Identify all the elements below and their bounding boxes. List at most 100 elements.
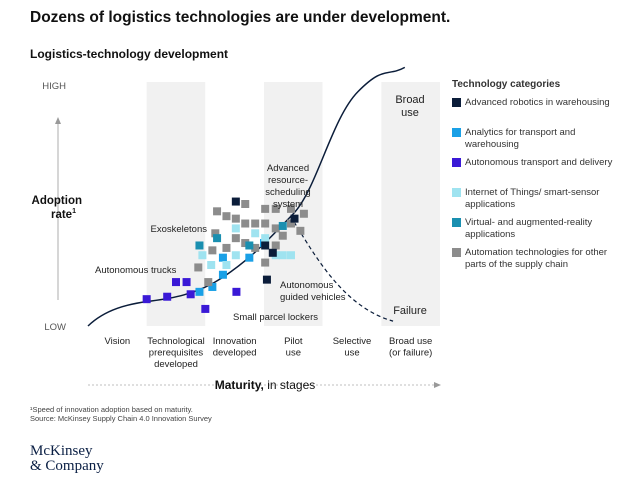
data-point-iot	[207, 261, 216, 269]
legend-label-vr: Virtual- and augmented-reality applicati…	[465, 217, 593, 240]
data-point-automation	[204, 278, 213, 287]
x-axis: Maturity, in stages	[88, 378, 441, 392]
data-point-robotics	[261, 241, 270, 250]
legend-swatch-robotics	[452, 98, 461, 107]
curve-label-broad-use-line-2: use	[401, 107, 419, 119]
stage-label-2-line-1: Technological	[147, 336, 205, 347]
data-point-robotics	[290, 214, 299, 223]
data-point-automation	[261, 204, 270, 213]
data-point-iot	[198, 251, 207, 260]
annotation-resource-scheduling-line-2: resource-	[268, 175, 308, 186]
annotation-autonomous-trucks: Autonomous trucks	[95, 265, 177, 276]
footnote-source: Source: McKinsey Supply Chain 4.0 Innova…	[30, 414, 212, 423]
y-tick-high: HIGH	[42, 81, 66, 92]
legend-label-autonomous: Autonomous transport and delivery	[465, 157, 613, 168]
data-point-analytics	[245, 253, 254, 262]
data-point-iot	[222, 261, 231, 269]
x-axis-stages: Vision Technologicalprerequisitesdevelope…	[104, 336, 432, 370]
data-point-iot	[251, 229, 260, 238]
chart-title: Logistics-technology development	[30, 47, 229, 61]
data-point-automation	[222, 243, 231, 252]
stage-band-1	[88, 82, 147, 326]
data-point-automation	[278, 231, 287, 240]
legend-label-automation: Automation technologies for other parts …	[465, 247, 608, 270]
data-point-automation	[271, 224, 280, 233]
data-point-analytics	[208, 282, 217, 291]
data-point-autonomous	[186, 290, 195, 299]
adoption-chart: HIGH LOW Adoption rate1 Exoskeletons Auto…	[32, 66, 441, 392]
logo-line-1: McKinsey	[30, 443, 93, 459]
stage-label-4-line-2: use	[286, 348, 301, 359]
data-point-iot	[231, 251, 240, 260]
legend-swatch-vr	[452, 218, 461, 227]
stage-label-6-line-1: Broad use	[389, 336, 432, 347]
data-point-automation	[241, 219, 250, 228]
data-point-automation	[211, 229, 220, 238]
y-tick-low: LOW	[44, 322, 66, 333]
data-point-automation	[261, 258, 270, 267]
stage-band-5	[322, 82, 382, 326]
data-point-autonomous	[232, 287, 241, 296]
data-point-automation	[231, 234, 240, 243]
data-point-iot	[231, 224, 240, 233]
legend-label-iot: Internet of Things/ smart-sensor applica…	[465, 187, 600, 210]
data-point-automation	[296, 226, 305, 235]
data-point-automation	[261, 219, 270, 228]
data-point-autonomous	[201, 304, 210, 313]
data-point-automation	[251, 219, 260, 228]
y-axis-arrow-head	[55, 117, 61, 124]
data-point-iot	[261, 234, 270, 243]
curve-label-broad-use-line-1: Broad	[395, 94, 424, 106]
data-point-autonomous	[163, 292, 172, 301]
data-point-automation	[271, 204, 280, 213]
data-point-automation	[286, 219, 295, 228]
footnote-note: ¹Speed of innovation adoption based on m…	[30, 405, 193, 414]
annotation-small-parcel-lockers: Small parcel lockers	[233, 312, 318, 323]
annotation-resource-scheduling-line-1: Advanced	[267, 163, 309, 174]
logo-line-2: & Company	[30, 458, 104, 474]
data-point-robotics	[231, 197, 240, 206]
y-axis: HIGH LOW Adoption rate1	[32, 81, 82, 333]
annotation-resource-scheduling-line-3: scheduling	[265, 187, 310, 198]
stage-label-3-line-2: developed	[213, 348, 257, 359]
stage-label-2-line-2: prerequisites	[149, 348, 204, 359]
data-point-vr	[195, 241, 204, 250]
page-headline: Dozens of logistics technologies are und…	[30, 9, 451, 26]
data-point-automation	[222, 212, 231, 221]
data-point-vr	[213, 234, 222, 243]
mckinsey-logo: McKinsey & Company	[30, 444, 104, 474]
legend-swatch-autonomous	[452, 158, 461, 167]
annotations: Exoskeletons Autonomous trucks Advancedres…	[95, 94, 427, 323]
data-point-analytics	[218, 270, 227, 279]
footnote: ¹Speed of innovation adoption based on m…	[30, 405, 212, 423]
y-axis-label-line2: rate1	[51, 208, 76, 221]
legend-swatch-iot	[452, 188, 461, 197]
annotation-guided-vehicles-line-1: Autonomous	[280, 280, 334, 291]
annotation-exoskeletons: Exoskeletons	[150, 224, 207, 235]
data-point-robotics	[262, 275, 271, 284]
data-point-automation	[241, 239, 250, 248]
data-point-automation	[194, 263, 203, 272]
data-point-automation	[231, 214, 240, 223]
legend-title: Technology categories	[452, 79, 561, 90]
data-point-analytics	[195, 287, 204, 296]
y-axis-label-line1: Adoption	[32, 195, 82, 207]
stage-bands	[88, 82, 440, 326]
data-point-iot	[286, 251, 295, 260]
curve-label-failure: Failure	[393, 305, 427, 317]
data-point-automation	[286, 204, 295, 213]
legend-swatch-automation	[452, 248, 461, 257]
legend-label-analytics: Analytics for transport and warehousing	[465, 127, 576, 150]
data-point-automation	[208, 246, 217, 255]
stage-label-2-line-3: developed	[154, 359, 198, 370]
y-axis-label-superscript: 1	[72, 208, 76, 215]
annotation-resource-scheduling-line-4: system	[273, 199, 303, 210]
stage-label-1-line-1: Vision	[104, 336, 130, 347]
data-point-vr	[245, 241, 254, 250]
stage-label-6-line-2: (or failure)	[389, 348, 432, 359]
stage-band-4	[264, 82, 323, 326]
x-axis-label: Maturity, in stages	[215, 378, 316, 392]
data-point-autonomous	[142, 295, 151, 304]
stage-label-3-line-1: Innovation	[213, 336, 257, 347]
data-point-autonomous	[172, 278, 180, 287]
